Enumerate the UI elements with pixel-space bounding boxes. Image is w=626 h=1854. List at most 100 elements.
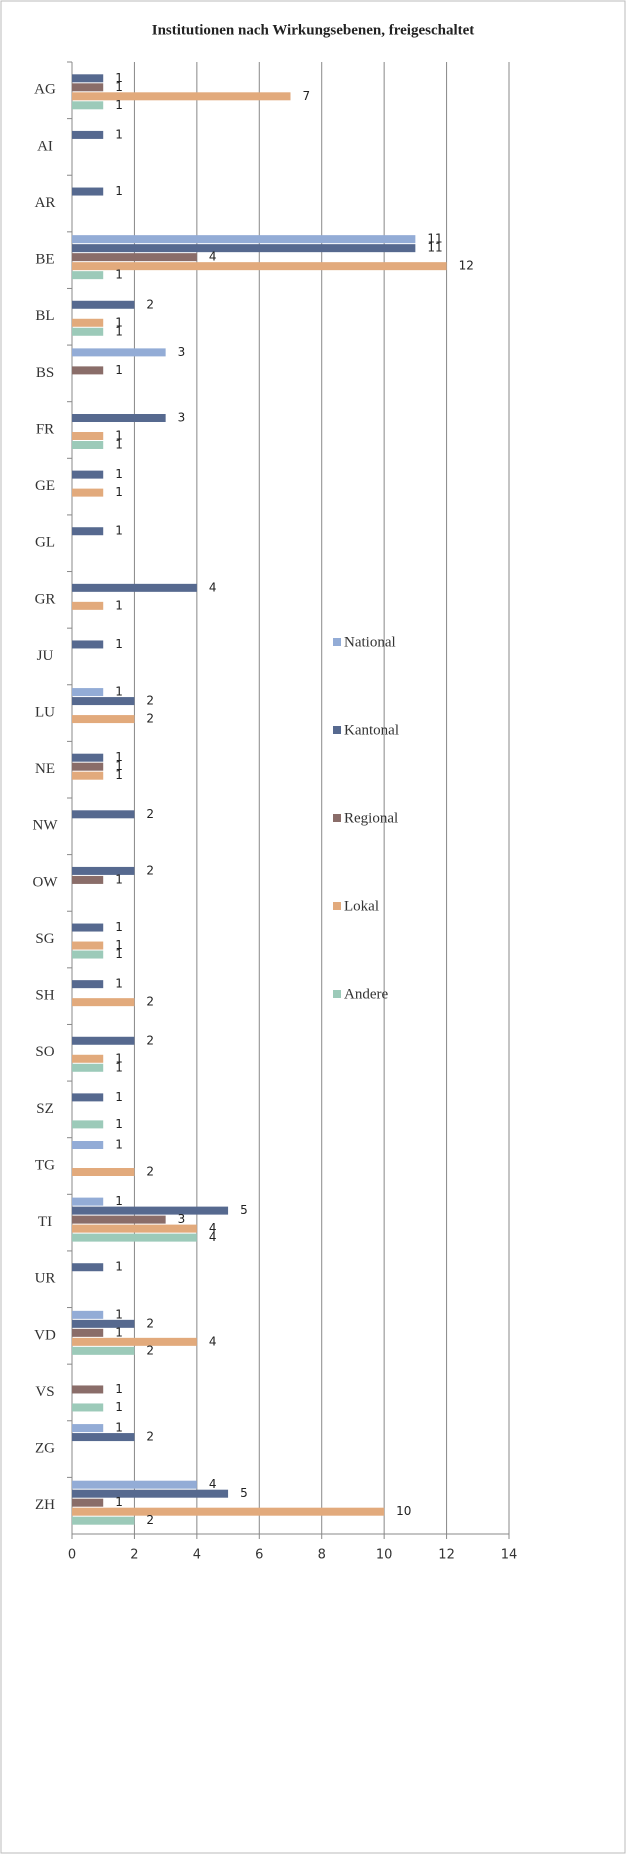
y-tick-label: JU	[37, 648, 54, 664]
bar	[72, 92, 291, 101]
y-tick-label: NE	[35, 761, 55, 777]
value-label: 1	[115, 315, 123, 329]
bar	[72, 941, 104, 950]
bar	[72, 488, 104, 497]
y-tick-label: AG	[34, 82, 56, 98]
value-label: 1	[115, 1117, 123, 1131]
y-tick-label: GE	[35, 478, 55, 494]
bar	[72, 1036, 135, 1045]
y-tick-label: SO	[35, 1044, 54, 1060]
bar	[72, 366, 104, 375]
value-label: 1	[115, 1307, 123, 1321]
bar	[72, 1319, 135, 1328]
bar	[72, 1480, 197, 1489]
value-label: 4	[209, 1334, 217, 1348]
value-label: 2	[146, 1430, 154, 1444]
legend-label: Andere	[344, 986, 388, 1002]
value-label: 3	[178, 411, 186, 425]
y-tick-label: SH	[35, 988, 54, 1004]
y-tick-label: SG	[35, 931, 54, 947]
bar	[72, 235, 416, 244]
y-tick-label: TG	[35, 1157, 55, 1173]
y-tick-label: BL	[35, 308, 54, 324]
value-label: 2	[146, 1316, 154, 1330]
value-label: 1	[115, 268, 123, 282]
bar	[72, 601, 104, 610]
bar	[72, 244, 416, 253]
bar	[72, 441, 104, 449]
x-tick-label: 2	[130, 1548, 138, 1563]
y-tick-label: OW	[33, 874, 59, 890]
bar	[72, 101, 104, 110]
value-label: 1	[115, 1090, 123, 1104]
value-label: 4	[209, 250, 217, 264]
y-tick-label: ZG	[35, 1441, 55, 1457]
value-label: 2	[146, 694, 154, 708]
y-tick-label: TI	[38, 1214, 52, 1230]
bar	[72, 1206, 229, 1215]
value-label: 1	[115, 429, 123, 443]
legend-swatch	[333, 990, 341, 998]
bar	[72, 810, 135, 819]
value-label: 4	[209, 1230, 217, 1244]
x-tick-label: 14	[501, 1548, 518, 1563]
bar	[72, 414, 166, 422]
bar	[72, 762, 104, 771]
y-tick-label: SZ	[36, 1101, 54, 1117]
value-label: 1	[115, 1060, 123, 1074]
x-tick-label: 8	[318, 1548, 326, 1563]
value-label: 1	[115, 1382, 123, 1396]
bar	[72, 432, 104, 440]
value-label: 1	[115, 1400, 123, 1414]
bar	[72, 771, 104, 780]
legend-swatch	[333, 902, 341, 910]
value-label: 2	[146, 1343, 154, 1357]
bar	[72, 1424, 104, 1433]
value-label: 2	[146, 1033, 154, 1047]
y-tick-label: BE	[35, 252, 54, 268]
value-label: 2	[146, 863, 154, 877]
bar	[72, 300, 135, 309]
value-label: 1	[115, 598, 123, 612]
bar	[72, 253, 197, 262]
legend-swatch	[333, 814, 341, 822]
value-label: 1	[115, 127, 123, 141]
x-tick-label: 0	[68, 1548, 76, 1563]
y-tick-label: FR	[36, 421, 54, 437]
value-label: 3	[178, 1212, 186, 1226]
legend-swatch	[333, 726, 341, 734]
value-label: 1	[115, 768, 123, 782]
y-tick-label: GL	[35, 535, 55, 551]
value-label: 2	[146, 807, 154, 821]
y-tick-label: AI	[37, 138, 53, 154]
bar	[72, 950, 104, 959]
value-label: 4	[209, 1477, 217, 1491]
x-tick-label: 4	[193, 1548, 201, 1563]
value-label: 1	[115, 524, 123, 538]
x-tick-label: 10	[376, 1548, 393, 1563]
legend-label: Lokal	[344, 898, 379, 914]
bar	[72, 1141, 104, 1149]
value-label: 1	[115, 1260, 123, 1274]
value-label: 5	[240, 1486, 248, 1500]
bar	[72, 1120, 104, 1129]
value-label: 1	[115, 1325, 123, 1339]
bar	[72, 1310, 104, 1319]
bar	[72, 1403, 104, 1412]
value-label: 12	[459, 259, 474, 273]
bar	[72, 1093, 104, 1102]
value-label: 3	[178, 345, 186, 359]
y-tick-label: AR	[35, 195, 56, 211]
bar	[72, 1516, 135, 1525]
bar	[72, 130, 104, 139]
value-label: 1	[115, 1138, 123, 1152]
value-label: 4	[209, 1221, 217, 1235]
value-label: 1	[115, 872, 123, 886]
bar	[72, 688, 104, 697]
bar	[72, 262, 447, 271]
bar	[72, 583, 197, 592]
bar	[72, 998, 135, 1007]
y-tick-label: UR	[35, 1271, 56, 1287]
value-label: 1	[115, 1495, 123, 1509]
